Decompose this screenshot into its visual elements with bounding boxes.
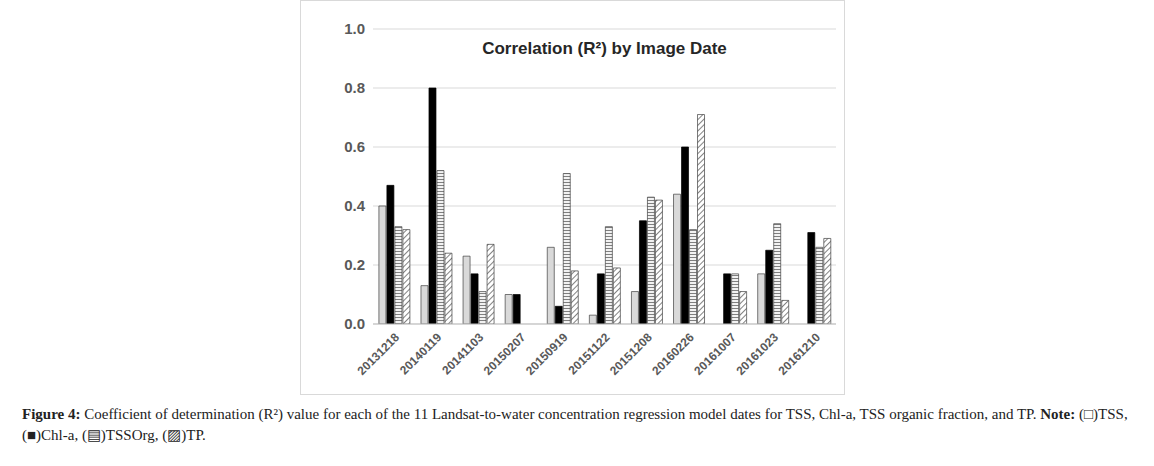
svg-text:20140119: 20140119	[397, 330, 444, 377]
svg-text:20131218: 20131218	[355, 330, 403, 378]
svg-text:20160226: 20160226	[649, 330, 697, 378]
svg-text:20161023: 20161023	[733, 330, 781, 378]
svg-text:20141103: 20141103	[439, 330, 486, 377]
svg-text:20161210: 20161210	[775, 330, 823, 378]
svg-text:20151122: 20151122	[565, 330, 612, 377]
svg-text:0.0: 0.0	[344, 315, 365, 332]
svg-text:20150207: 20150207	[481, 330, 529, 378]
svg-text:20150919: 20150919	[523, 330, 571, 378]
svg-text:0.2: 0.2	[344, 256, 365, 273]
svg-text:0.4: 0.4	[344, 197, 366, 214]
svg-text:0.8: 0.8	[344, 79, 365, 96]
svg-text:20151208: 20151208	[607, 330, 655, 378]
svg-text:1.0: 1.0	[344, 20, 365, 37]
html-text:Correlation (R²) by Image Date: Correlation (R²) by Image Date	[482, 39, 727, 58]
svg-text:20161007: 20161007	[691, 330, 739, 378]
html-text:Figure 4: Coefficient of deter: Figure 4: Coefficient of determination (…	[22, 406, 1128, 443]
svg-text:0.6: 0.6	[344, 138, 365, 155]
